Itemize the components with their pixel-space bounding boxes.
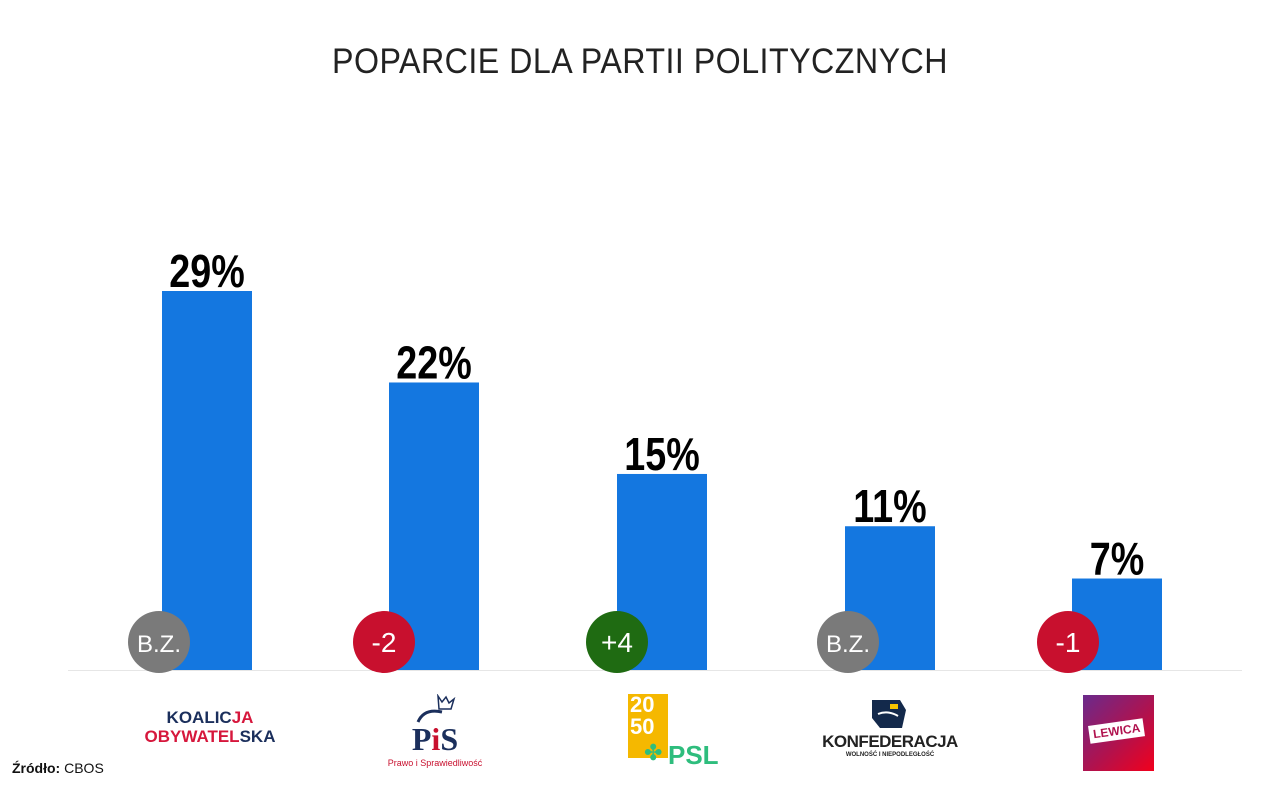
change-label: -2 bbox=[372, 627, 397, 658]
change-badge bbox=[817, 611, 879, 673]
value-label: 29% bbox=[169, 245, 244, 296]
konfederacja-emblem-icon bbox=[872, 700, 906, 728]
logo-koalicja-obywatelska: KOALICJA OBYWATELSKA bbox=[144, 708, 276, 746]
change-badge bbox=[1037, 611, 1099, 673]
bar bbox=[162, 291, 252, 670]
source-note: Źródło: CBOS bbox=[12, 760, 104, 776]
value-label: 7% bbox=[1090, 533, 1145, 584]
change-badge bbox=[586, 611, 648, 673]
change-badge bbox=[353, 611, 415, 673]
chart-title: POPARCIE DLA PARTII POLITYCZNYCH bbox=[332, 42, 948, 81]
bar-chart: 29% B.Z. 22% -2 15% +4 11% B.Z. 7% -1 bbox=[68, 245, 1242, 673]
value-label: 15% bbox=[624, 428, 699, 479]
change-label: B.Z. bbox=[137, 631, 181, 658]
change-label: +4 bbox=[601, 627, 633, 658]
eagle-crown-icon bbox=[416, 694, 456, 723]
value-label: 11% bbox=[853, 481, 926, 532]
logo-lewica: LEWICA bbox=[1083, 695, 1154, 771]
change-badge bbox=[128, 611, 190, 673]
logo-konfederacja: KONFEDERACJA WOLNOŚĆ I NIEPODLEGŁOŚĆ bbox=[820, 696, 960, 758]
logo-pis: PiS Prawo i Sprawiedliwość bbox=[380, 694, 490, 768]
logo-polska2050-psl: 20 50 ✤ PSL bbox=[628, 692, 719, 770]
clover-icon: ✤ bbox=[644, 740, 663, 765]
change-label: B.Z. bbox=[826, 631, 870, 658]
value-label: 22% bbox=[396, 337, 471, 388]
change-label: -1 bbox=[1056, 627, 1081, 658]
